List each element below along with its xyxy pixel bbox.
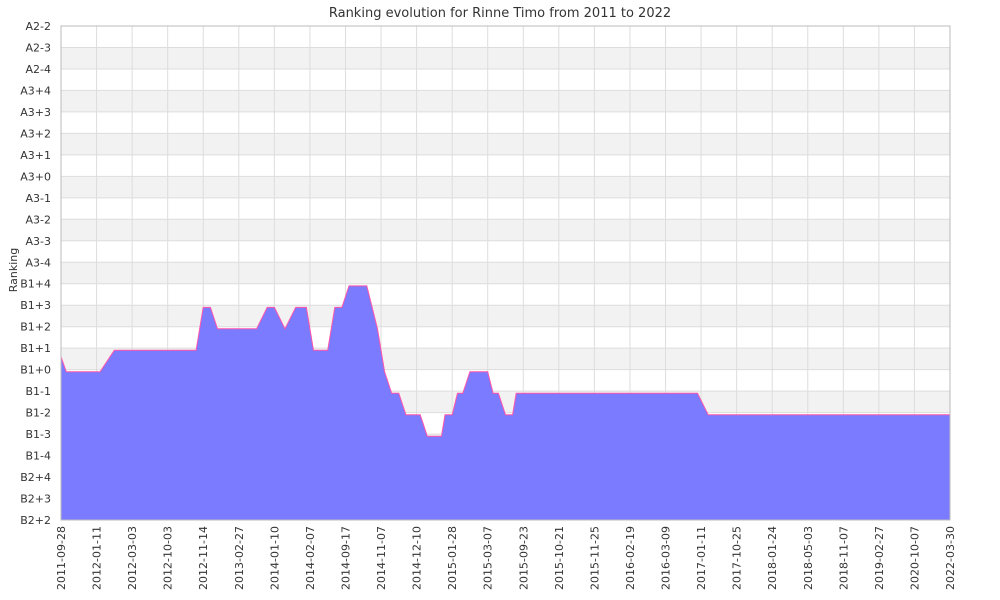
y-tick-label: A3+4 [20,84,51,97]
x-tick-label: 2015-10-21 [553,526,566,590]
x-tick-label: 2022-03-30 [944,526,957,590]
x-tick-label: 2014-11-07 [375,526,388,590]
x-tick-label: 2016-03-09 [660,526,673,590]
y-tick-label: B1+2 [20,321,51,334]
x-tick-label: 2015-03-07 [482,526,495,590]
y-axis-label: Ranking [7,248,20,293]
x-tick-label: 2013-02-27 [233,526,246,590]
x-tick-label: 2012-11-14 [197,526,210,590]
background-band [61,176,950,198]
y-tick-label: A2-2 [26,20,52,33]
x-tick-label: 2018-05-03 [802,526,815,590]
x-tick-label: 2015-11-25 [588,526,601,590]
y-tick-label: A3+1 [20,149,51,162]
x-tick-label: 2012-01-11 [91,526,104,590]
y-tick-label: B2+4 [20,471,51,484]
y-tick-label: A2-3 [26,41,52,54]
background-band [61,219,950,241]
y-tick-label: B2+3 [20,493,51,506]
x-tick-label: 2011-09-28 [55,526,68,590]
x-tick-label: 2015-09-23 [517,526,530,590]
chart-title: Ranking evolution for Rinne Timo from 20… [329,6,671,21]
y-tick-label: B1-2 [25,407,51,420]
y-tick-label: A2-4 [26,63,52,76]
y-tick-label: A3-4 [26,256,52,269]
x-tick-label: 2012-03-03 [126,526,139,590]
y-tick-label: A3+0 [20,170,51,183]
x-tick-label: 2014-09-17 [340,526,353,590]
x-tick-label: 2014-01-10 [268,526,281,590]
x-tick-label: 2020-10-07 [908,526,921,590]
y-tick-label: B1+1 [20,342,51,355]
ranking-line-series [60,285,950,437]
x-tick-label: 2014-02-07 [304,526,317,590]
background-band [61,90,950,112]
background-band [61,305,950,327]
x-tick-label: 2018-01-24 [766,526,779,590]
y-tick-label: B1+0 [20,364,51,377]
y-tick-label: B2+2 [20,514,51,527]
x-tick-label: 2014-12-10 [411,526,424,590]
y-tick-label: B1+3 [20,299,51,312]
y-tick-label: B1-3 [25,428,51,441]
ranking-area-series [61,285,950,520]
x-tick-label: 2015-01-28 [446,526,459,590]
x-tick-label: 2019-02-27 [873,526,886,590]
x-axis-ticks: 2011-09-28 2012-01-11 2012-03-03 2012-10-03… [55,526,957,590]
y-tick-label: A3-2 [26,213,52,226]
background-band [61,133,950,155]
y-tick-label: A3-3 [26,235,52,248]
y-tick-label: A3+2 [20,127,51,140]
x-tick-label: 2012-10-03 [162,526,175,590]
background-band [61,262,950,284]
y-axis-ticks: A2-2 A2-3 A2-4 A3+4 A3+3 A3+2 A3+1 A3+0 A3-1 A3-2… [20,20,51,527]
y-tick-label: B1-1 [25,385,51,398]
plot-frame [60,25,951,521]
x-tick-label: 2018-11-07 [837,526,850,590]
y-tick-label: A3-1 [26,192,52,205]
y-tick-label: B1+4 [20,278,51,291]
y-tick-label: B1-4 [25,450,51,463]
background-band [61,47,950,69]
x-tick-label: 2016-02-19 [624,526,637,590]
x-tick-label: 2017-01-11 [695,526,708,590]
y-tick-label: A3+3 [20,106,51,119]
x-tick-label: 2017-10-25 [731,526,744,590]
